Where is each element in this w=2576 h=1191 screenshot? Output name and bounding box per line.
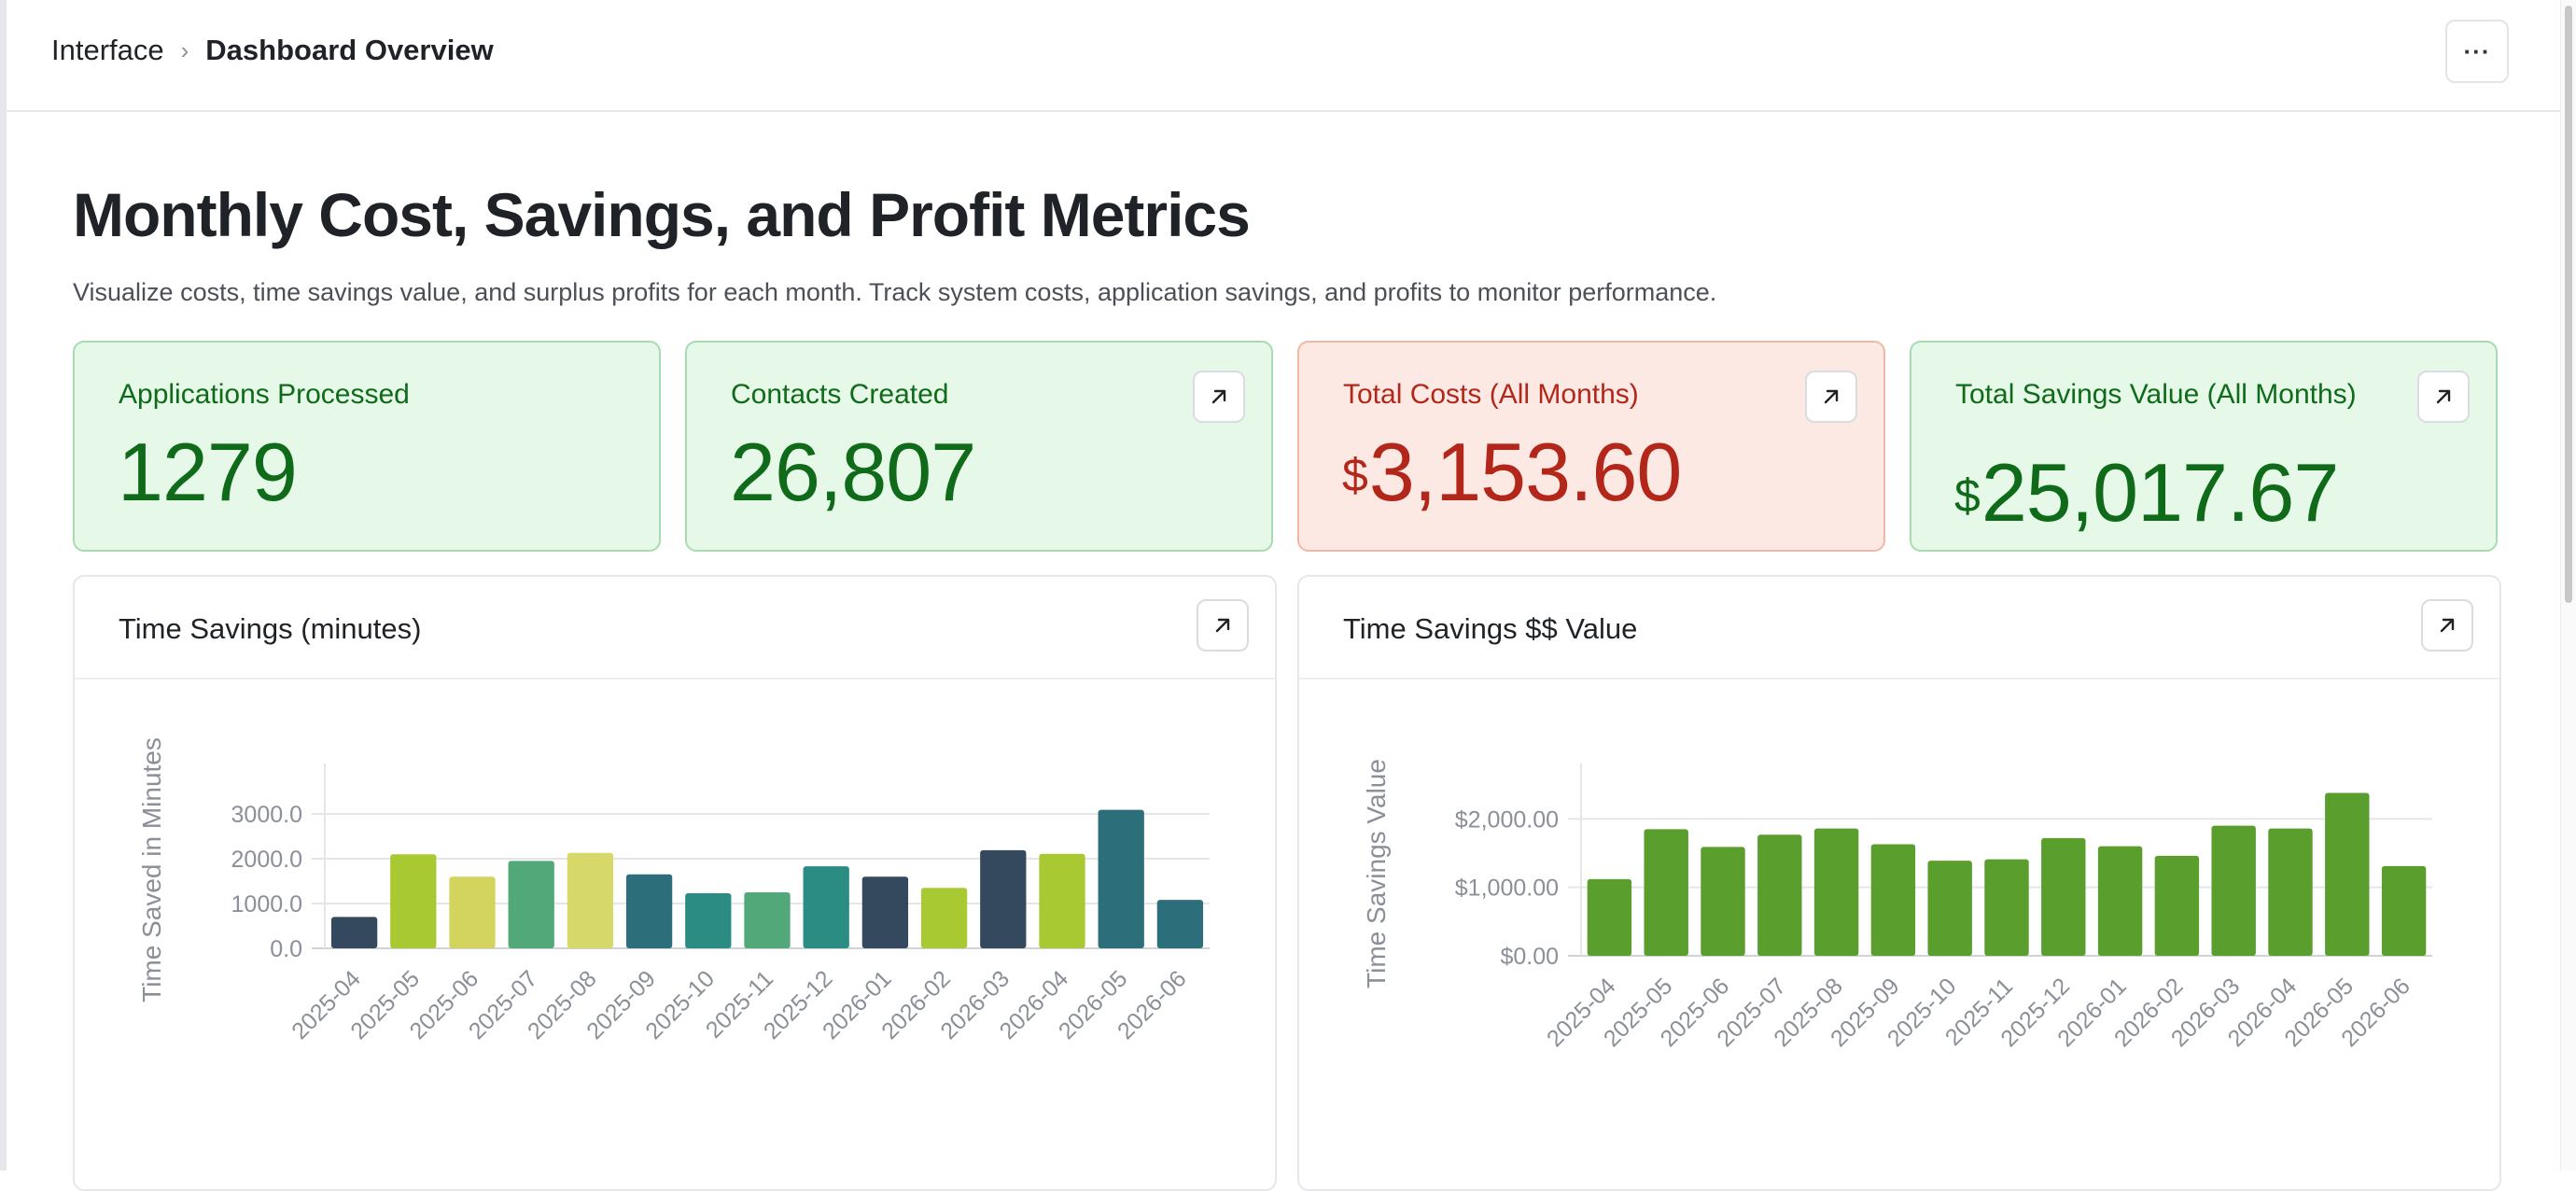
top-bar: Interface › Dashboard Overview ··· <box>7 0 2561 112</box>
external-link-icon <box>1211 389 1226 404</box>
kpi-value: 26,807 <box>730 425 976 520</box>
bar-2025-11 <box>744 892 791 948</box>
y-tick-label: 0.0 <box>270 936 302 962</box>
bar-2025-10 <box>685 892 732 948</box>
y-tick-label: $0.00 <box>1500 944 1559 970</box>
kpi-number: 26,807 <box>730 426 976 518</box>
card-title: Time Savings $$ Value <box>1343 612 1638 645</box>
open-chart-button[interactable] <box>1197 599 1249 652</box>
y-axis-title: Time Savings Value <box>1362 759 1391 988</box>
y-tick-label: $2,000.00 <box>1455 806 1559 833</box>
kpi-label: Total Savings Value (All Months) <box>1955 379 2357 410</box>
bar-2025-05 <box>1644 829 1688 956</box>
y-tick-label: 2000.0 <box>231 847 302 873</box>
bar-2026-04 <box>2268 828 2313 956</box>
x-axis-title: Month <box>1970 1179 2043 1184</box>
kpi-number: 3,153.60 <box>1368 426 1683 518</box>
y-tick-label: 1000.0 <box>231 891 302 918</box>
page-description: Visualize costs, time savings value, and… <box>73 278 1717 306</box>
kpi-label: Total Costs (All Months) <box>1343 379 1639 410</box>
bar-2025-04 <box>330 917 378 948</box>
bar-2026-03 <box>2211 825 2256 956</box>
y-tick-label: $1,000.00 <box>1455 876 1559 902</box>
kpi-value: $3,153.60 <box>1342 425 1683 520</box>
kpi-card-total-savings-value: Total Savings Value (All Months) $25,017… <box>1910 341 2498 552</box>
currency-symbol: $ <box>1954 469 1981 522</box>
kpi-number: 25,017.67 <box>1981 446 2339 539</box>
bar-2026-02 <box>2154 855 2200 956</box>
breadcrumb-interface-link[interactable]: Interface <box>51 34 164 66</box>
kpi-label: Applications Processed <box>119 379 410 410</box>
bar-2025-08 <box>1813 828 1859 956</box>
y-tick-label: 3000.0 <box>231 802 302 828</box>
currency-symbol: $ <box>1342 449 1368 501</box>
chevron-right-icon: › <box>180 35 189 64</box>
bar-2026-01 <box>861 876 909 948</box>
open-details-button[interactable] <box>1805 371 1857 423</box>
bar-2025-04 <box>1587 878 1632 956</box>
external-link-icon <box>2440 618 2455 633</box>
breadcrumb-current: Dashboard Overview <box>205 34 494 66</box>
more-options-button[interactable]: ··· <box>2445 20 2509 83</box>
kpi-value: 1279 <box>118 425 298 520</box>
external-link-icon <box>1215 618 1230 633</box>
bar-2025-05 <box>390 854 437 948</box>
page-title: Monthly Cost, Savings, and Profit Metric… <box>73 180 1251 249</box>
chart-card-time-savings-value: Time Savings $$ Value $0.00 $1,000.00 $2,0… <box>1297 575 2501 1191</box>
left-edge <box>0 0 7 1170</box>
bar-2025-09 <box>1870 844 1916 956</box>
kpi-card-applications-processed: Applications Processed 1279 <box>73 341 661 552</box>
kpi-card-contacts-created: Contacts Created 26,807 <box>685 341 1273 552</box>
chart-card-time-savings-minutes: Time Savings (minutes) 0.0 1000.0 2000.0 30… <box>73 575 1277 1191</box>
bar-2025-12 <box>2041 837 2086 956</box>
bar-2025-11 <box>1984 859 2029 956</box>
breadcrumb: Interface › Dashboard Overview <box>51 34 494 67</box>
bar-2026-02 <box>920 888 968 948</box>
vertical-scrollbar[interactable] <box>2560 0 2576 1170</box>
bar-2025-07 <box>1757 834 1802 956</box>
bar-2026-06 <box>2381 865 2427 956</box>
kpi-card-total-costs: Total Costs (All Months) $3,153.60 <box>1297 341 1885 552</box>
external-link-icon <box>1824 389 1839 404</box>
open-details-button[interactable] <box>2417 371 2470 423</box>
bar-2025-08 <box>567 852 614 948</box>
card-header: Time Savings (minutes) <box>75 577 1275 680</box>
open-details-button[interactable] <box>1193 371 1245 423</box>
external-link-icon <box>2436 389 2451 404</box>
time-savings-value-chart: $0.00$1,000.00$2,000.002025-042025-05202… <box>1362 759 2432 1184</box>
bar-2026-03 <box>980 849 1027 948</box>
time-savings-minutes-chart: 0.01000.02000.03000.02025-042025-052025-… <box>137 737 1210 1184</box>
bar-2025-07 <box>508 861 554 948</box>
y-axis-title: Time Saved in Minutes <box>137 737 166 1002</box>
bar-2025-10 <box>1927 861 1972 956</box>
bar-2025-09 <box>625 874 673 948</box>
bar-2026-04 <box>1039 853 1085 948</box>
bar-2026-06 <box>1156 900 1204 948</box>
bar-2025-12 <box>803 866 849 948</box>
kpi-number: 1279 <box>118 426 298 518</box>
kpi-label: Contacts Created <box>731 379 949 410</box>
kpi-value: $25,017.67 <box>1954 445 2339 540</box>
scrollbar-thumb[interactable] <box>2565 6 2572 603</box>
open-chart-button[interactable] <box>2421 599 2473 652</box>
x-axis-title: Month <box>731 1179 804 1184</box>
card-header: Time Savings $$ Value <box>1299 577 2499 680</box>
bar-2026-01 <box>2097 846 2143 956</box>
bar-2025-06 <box>1701 847 1745 956</box>
bar-2025-06 <box>449 876 496 948</box>
card-title: Time Savings (minutes) <box>119 612 422 645</box>
bar-2026-05 <box>2325 792 2370 956</box>
bar-2026-05 <box>1098 809 1144 948</box>
